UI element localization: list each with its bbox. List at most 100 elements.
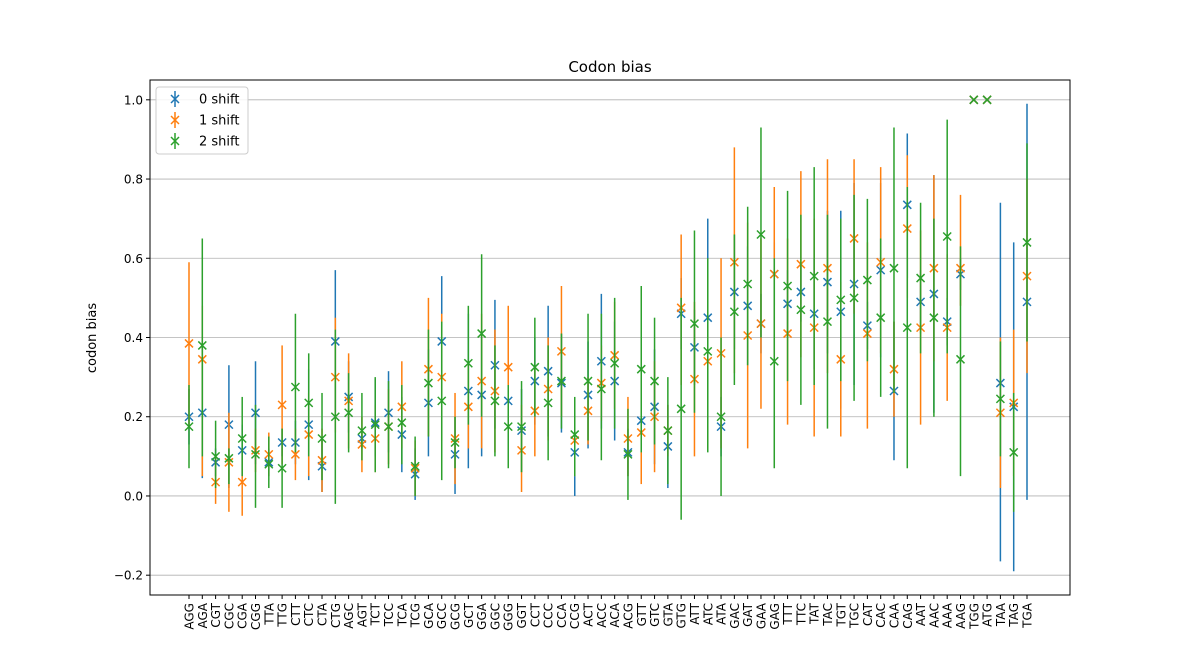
y-tick-label: 0.2 xyxy=(124,410,143,424)
data-point xyxy=(304,398,314,408)
x-tick-label: AAC xyxy=(927,603,941,628)
x-tick-label: CTT xyxy=(289,602,303,625)
legend-label: 2 shift xyxy=(199,135,239,150)
x-tick-label: CCT xyxy=(528,602,542,627)
x-tick-label: CGC xyxy=(222,603,236,629)
x-tick-label: TCA xyxy=(395,602,409,627)
x-tick-label: GCA xyxy=(422,602,436,629)
data-point xyxy=(1009,447,1019,457)
data-point xyxy=(769,356,779,366)
data-point xyxy=(689,319,699,329)
x-tick-label: GTC xyxy=(648,603,662,627)
data-point xyxy=(995,394,1005,404)
y-tick-label: 0.4 xyxy=(124,331,143,345)
x-tick-label: TGC xyxy=(848,603,862,629)
y-tick-label: −0.2 xyxy=(114,569,143,583)
x-tick-label: TAA xyxy=(994,602,1008,627)
data-point xyxy=(716,412,726,422)
data-point xyxy=(250,449,261,459)
data-point xyxy=(636,364,646,374)
x-tick-label: GCC xyxy=(435,603,449,629)
data-point xyxy=(410,461,420,471)
data-point xyxy=(237,433,247,444)
y-tick-label: 0.6 xyxy=(124,252,143,266)
data-point xyxy=(676,404,686,414)
data-point xyxy=(969,95,979,105)
x-tick-label: GTA xyxy=(661,602,675,626)
data-point xyxy=(929,313,939,323)
x-tick-label: GCG xyxy=(449,603,463,630)
x-tick-label: TTA xyxy=(262,602,276,626)
data-point xyxy=(197,340,207,350)
y-gridlines xyxy=(150,99,1070,576)
x-tick-label: CCA xyxy=(555,602,569,628)
x-tick-label: GCT xyxy=(462,602,476,628)
data-point xyxy=(982,95,992,105)
data-point xyxy=(822,317,833,327)
legend-swatch-marker xyxy=(170,136,180,146)
x-tick-label: AGG xyxy=(183,603,197,630)
x-tick-label: GAC xyxy=(728,603,742,629)
x-tick-label: ATG xyxy=(981,603,995,627)
data-point xyxy=(543,398,553,408)
x-tick-label: CTC xyxy=(302,603,316,626)
x-tick-label: ATA xyxy=(715,602,729,625)
x-tick-label: CAC xyxy=(874,603,888,628)
x-tick-label: CCG xyxy=(568,603,582,629)
x-tick-label: CAT xyxy=(861,602,875,626)
legend-label: 1 shift xyxy=(199,114,239,129)
error-bar-series xyxy=(184,95,1032,572)
x-tick-label: CGG xyxy=(249,603,263,630)
x-tick-label: GAG xyxy=(768,603,782,630)
x-axis: AGG AGA CGT CGC CGA CGG TTA TTG CTT CTC CTA CTG AGC A… xyxy=(183,595,1035,631)
data-point xyxy=(942,231,952,242)
data-point xyxy=(703,346,713,356)
data-point xyxy=(583,376,593,386)
x-tick-label: TAT xyxy=(808,602,822,625)
data-point xyxy=(783,281,793,291)
x-tick-label: TCT xyxy=(369,602,383,626)
data-point xyxy=(423,378,433,388)
data-point xyxy=(902,323,912,333)
data-point xyxy=(596,384,606,394)
x-tick-label: TAG xyxy=(1007,603,1021,628)
x-tick-label: TTT xyxy=(781,602,795,625)
data-point xyxy=(796,305,806,315)
x-tick-label: GGA xyxy=(475,602,489,630)
legend: 0 shift 1 shift 2 shift xyxy=(155,86,249,155)
data-point xyxy=(916,273,926,283)
x-tick-label: ATT xyxy=(688,602,702,624)
data-point xyxy=(663,426,673,436)
x-tick-label: ACG xyxy=(621,603,635,629)
y-axis: −0.2 0.0 0.2 0.4 0.6 0.8 1.0 xyxy=(114,93,150,583)
legend-swatch-marker xyxy=(170,115,180,125)
data-point xyxy=(610,358,620,368)
x-tick-label: GGG xyxy=(502,603,516,631)
y-tick-label: 0.8 xyxy=(124,173,143,187)
x-tick-label: CTG xyxy=(329,603,343,628)
data-point xyxy=(344,408,354,418)
x-tick-label: TGA xyxy=(1021,602,1035,629)
data-point xyxy=(277,400,287,410)
legend-swatch-marker xyxy=(170,94,180,104)
data-point xyxy=(503,422,513,432)
x-tick-label: AAG xyxy=(954,603,968,629)
x-tick-label: GTG xyxy=(675,603,689,629)
x-tick-label: GAA xyxy=(754,602,768,629)
x-tick-label: ACT xyxy=(582,602,596,626)
data-point xyxy=(211,451,221,461)
data-point xyxy=(370,420,380,430)
x-tick-label: GGT xyxy=(515,602,529,628)
data-point xyxy=(237,477,247,487)
x-tick-label: AGC xyxy=(342,603,356,629)
x-tick-label: TCC xyxy=(382,603,396,627)
data-point xyxy=(849,293,859,303)
x-tick-label: TTG xyxy=(276,603,290,628)
data-point xyxy=(955,354,966,364)
x-tick-label: CAA xyxy=(887,602,901,628)
data-point xyxy=(503,362,513,372)
series-2-shift xyxy=(184,95,1032,520)
chart-title: Codon bias xyxy=(568,58,652,76)
data-point xyxy=(290,382,300,392)
